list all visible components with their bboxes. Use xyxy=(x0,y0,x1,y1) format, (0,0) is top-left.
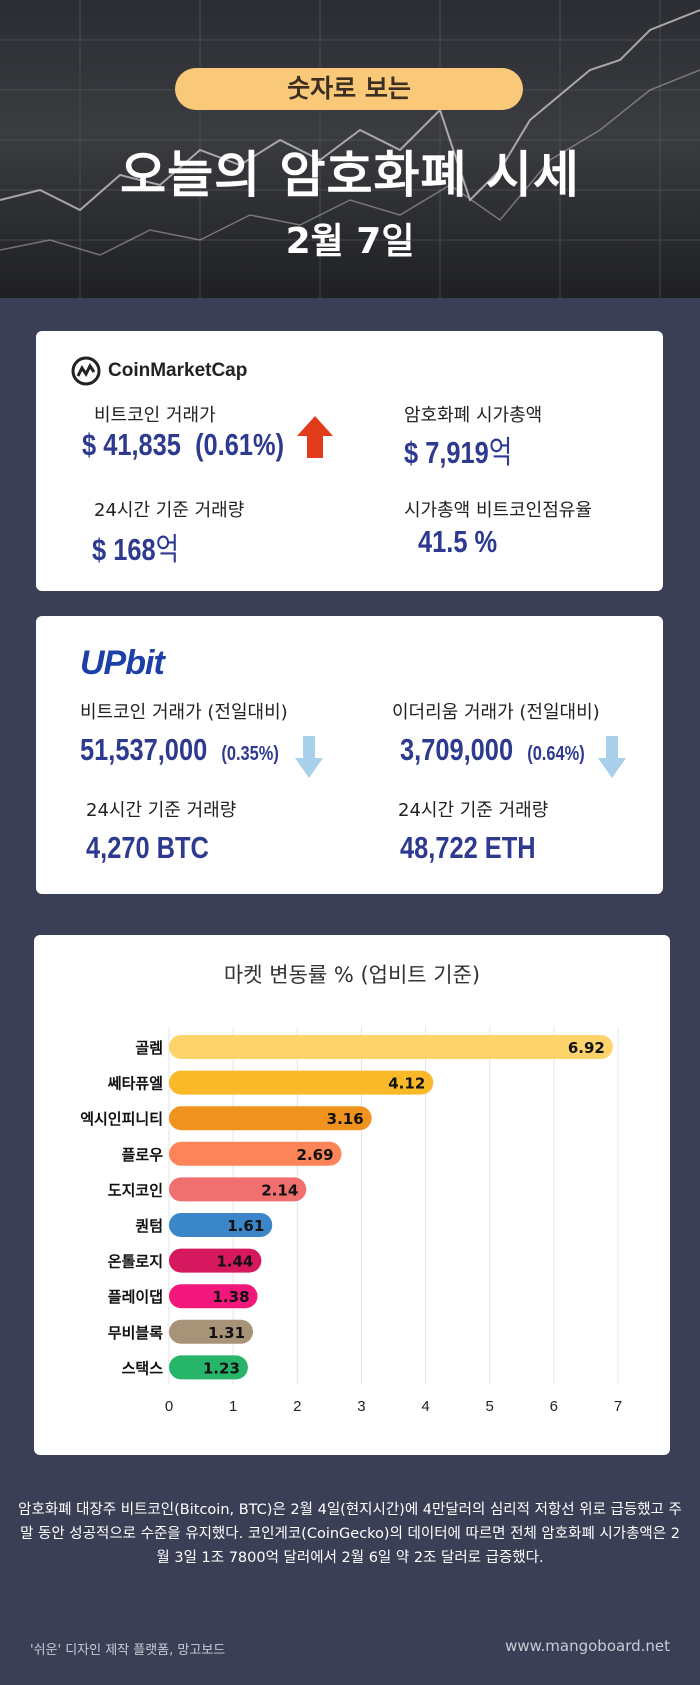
x-tick-label: 6 xyxy=(550,1398,558,1415)
bar xyxy=(169,1106,372,1131)
upbit-btc-change: (0.35%) xyxy=(221,743,279,765)
data-label: 3.16 xyxy=(327,1110,364,1128)
dominance-label: 시가총액 비트코인점유율 xyxy=(404,500,592,521)
upbit-btc-volume-value: 4,270 BTC xyxy=(86,830,209,865)
description-text: 암호화폐 대장주 비트코인(Bitcoin, BTC)은 2월 4일(현지시간)… xyxy=(18,1502,682,1566)
category-label: 도지코인 xyxy=(108,1181,163,1199)
btc-price-label: 비트코인 거래가 xyxy=(94,405,216,426)
coinmarketcap-logo-icon xyxy=(71,356,101,386)
category-label: 쎄타퓨엘 xyxy=(108,1075,163,1093)
market-cap-value: $ 7,919억 xyxy=(404,435,513,471)
upbit-eth-label: 이더리움 거래가 (전일대비) xyxy=(392,702,600,723)
x-tick-label: 4 xyxy=(421,1398,429,1415)
btc-price-value: $ 41,835 (0.61%) xyxy=(82,427,285,462)
bar xyxy=(169,1355,248,1380)
upbit-btc-value: 51,537,000 (0.35%) xyxy=(80,732,279,767)
data-label: 1.44 xyxy=(216,1253,253,1271)
arrow-down-icon xyxy=(295,736,323,778)
header-badge: 숫자로 보는 xyxy=(175,68,523,110)
category-label: 골렘 xyxy=(135,1039,163,1057)
x-tick-label: 3 xyxy=(357,1398,365,1415)
market-cap-label: 암호화폐 시가총액 xyxy=(404,405,543,426)
x-tick-label: 1 xyxy=(229,1398,237,1415)
x-tick-label: 0 xyxy=(165,1398,173,1415)
chart-title: 마켓 변동률 % (업비트 기준) xyxy=(223,963,481,987)
footer-credit: '쉬운' 디자인 제작 플랫폼, 망고보드 xyxy=(30,1643,226,1658)
data-label: 2.14 xyxy=(261,1181,298,1199)
market-change-chart-card: 마켓 변동률 % (업비트 기준) 0 1 2 3 4 5 6 7 골렘 6.92 쎄타퓨엘 4.12… xyxy=(34,935,670,1455)
x-tick-label: 2 xyxy=(293,1398,301,1415)
category-label: 플로우 xyxy=(122,1146,164,1164)
upbit-btc-volume-label: 24시간 기준 거래량 xyxy=(86,800,237,821)
page-title: 오늘의 암호화폐 시세 xyxy=(120,146,580,204)
category-label: 플레이댑 xyxy=(108,1288,163,1306)
data-label: 1.38 xyxy=(213,1288,250,1306)
x-tick-label: 5 xyxy=(486,1398,494,1415)
stock-chart-background xyxy=(0,0,700,298)
category-label: 엑시인피니티 xyxy=(80,1110,163,1128)
bar xyxy=(169,1141,342,1166)
upbit-eth-volume-label: 24시간 기준 거래량 xyxy=(398,800,549,821)
dominance-value: 41.5 % xyxy=(418,524,498,559)
btc-price-change: (0.61%) xyxy=(195,427,285,462)
bar xyxy=(169,1319,254,1344)
page-date: 2월 7일 xyxy=(285,221,415,262)
volume-label: 24시간 기준 거래량 xyxy=(94,500,245,521)
data-label: 4.12 xyxy=(388,1075,425,1093)
header-banner: 숫자로 보는 오늘의 암호화폐 시세 2월 7일 xyxy=(0,0,700,298)
x-tick-label: 7 xyxy=(614,1398,622,1415)
footer-url: www.mangoboard.net xyxy=(505,1637,670,1655)
market-change-bar-chart: 0 1 2 3 4 5 6 7 골렘 6.92 쎄타퓨엘 4.12 엑시인피니티 3.16 플로우 2.69 도… xyxy=(80,1027,622,1415)
category-label: 온톨로지 xyxy=(108,1253,163,1271)
data-label: 1.31 xyxy=(208,1324,245,1342)
arrow-up-icon xyxy=(297,416,333,458)
data-label: 1.23 xyxy=(203,1359,240,1377)
bar xyxy=(169,1248,262,1273)
bar xyxy=(169,1070,434,1095)
bar xyxy=(169,1284,258,1309)
upbit-eth-change: (0.64%) xyxy=(527,743,585,765)
upbit-eth-volume-value: 48,722 ETH xyxy=(400,830,536,865)
category-label: 퀀텀 xyxy=(135,1217,163,1235)
bar xyxy=(169,1177,307,1202)
volume-value: $ 168억 xyxy=(92,532,180,568)
category-label: 무비블록 xyxy=(108,1324,163,1342)
upbit-eth-value: 3,709,000 (0.64%) xyxy=(400,732,585,767)
data-label: 2.69 xyxy=(297,1146,334,1164)
arrow-down-icon xyxy=(598,736,626,778)
upbit-card: UPbit 비트코인 거래가 (전일대비) 51,537,000 (0.35%)… xyxy=(36,616,663,894)
bar xyxy=(169,1213,273,1237)
coinmarketcap-logo: CoinMarketCap xyxy=(70,355,247,387)
upbit-btc-label: 비트코인 거래가 (전일대비) xyxy=(80,702,288,723)
category-label: 스택스 xyxy=(122,1359,164,1377)
upbit-logo: UPbit xyxy=(80,644,165,682)
bar xyxy=(169,1035,613,1059)
coinmarketcap-card: CoinMarketCap 비트코인 거래가 $ 41,835 (0.61%) … xyxy=(36,331,663,591)
data-label: 1.61 xyxy=(227,1217,264,1235)
data-label: 6.92 xyxy=(568,1039,605,1057)
coinmarketcap-logo-text: CoinMarketCap xyxy=(108,360,248,381)
